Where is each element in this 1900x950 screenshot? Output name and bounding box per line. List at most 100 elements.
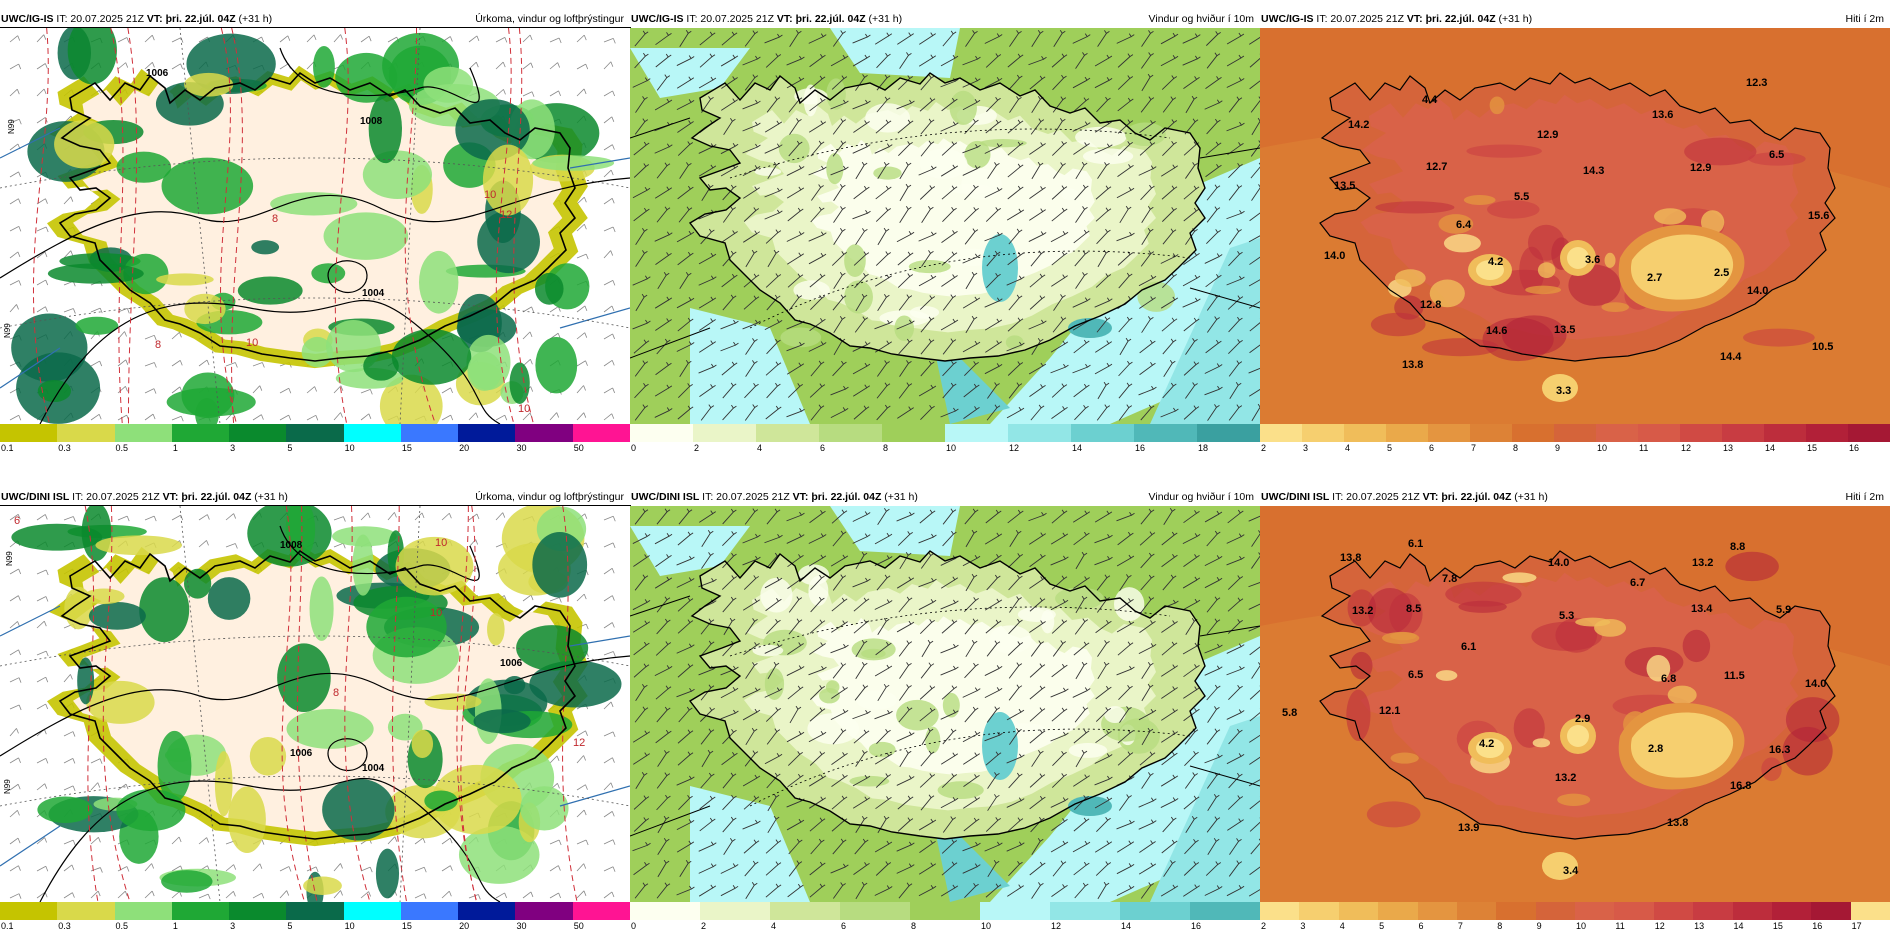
temperature-contour-label: 8 [333,687,339,699]
colorbar-swatch [114,424,172,442]
temperature-label: 4.2 [1479,738,1494,750]
temperature-label: 14.2 [1348,119,1369,131]
temperature-label: 8.8 [1730,541,1745,553]
colorbar-swatch [630,902,700,920]
isobar-label: 1006 [290,748,313,759]
colorbar-swatch [1575,902,1615,920]
temperature-label: 12.7 [1426,161,1447,173]
colorbar-swatch [770,902,840,920]
temp-map[interactable]: 12.3 4.4 14.2 12.9 13.6 6.5 12.7 14.3 12.9 13.5 5.… [1260,28,1890,424]
temperature-label: 10.5 [1812,341,1833,353]
colorbar-swatch [1771,902,1812,920]
colorbar-swatch [458,902,516,920]
colorbar-swatch [1806,424,1848,442]
isobar-label: 1008 [360,116,383,127]
temperature-label: 13.6 [1652,109,1673,121]
colorbar-tick-label: 0.5 [115,921,129,931]
colorbar-swatch [1596,424,1638,442]
wind-colorbar [630,424,1260,442]
temperature-contour-label: 12 [500,209,512,221]
precip-colorbar [0,902,630,920]
colorbar-swatch [1386,424,1428,442]
colorbar-swatch [57,902,115,920]
colorbar-swatch [1680,424,1722,442]
temperature-label: 3.3 [1556,385,1571,397]
isobar-label: 1004 [362,763,385,774]
precip-panel-dini: UWC/DINI ISL IT: 20.07.2025 21Z VT: þri.… [0,488,631,944]
colorbar-tick-label: 0.3 [58,443,71,453]
colorbar-swatch [1653,902,1694,920]
temperature-label: 6.5 [1769,149,1784,161]
colorbar-tick-label: 8 [1497,921,1503,931]
temperature-label: 14.4 [1720,351,1742,363]
colorbar-tick-label: 5 [287,443,293,453]
colorbar-swatch [171,424,230,442]
temperature-label: 8.5 [1406,603,1421,615]
colorbar-tick-label: 15 [1772,921,1783,931]
temp-map[interactable]: 13.8 6.1 8.8 13.2 14.0 7.8 6.7 13.2 8.5 5.3 13.4 5.… [1260,506,1890,902]
colorbar-swatch [572,902,630,920]
colorbar-swatch [343,902,401,920]
colorbar-swatch [229,424,287,442]
colorbar-tick-label: 7 [1457,921,1463,931]
temperature-contour-label: 10 [484,189,496,201]
grid-label: N99 [5,551,14,566]
precip-map[interactable]: 1004 1008 1006 1006 8 10 10 12 6 N99 N99 [0,505,631,903]
colorbar-swatch [1008,424,1071,442]
colorbar-tick-label: 5 [1387,443,1393,453]
temp-colorbar [1260,902,1890,920]
colorbar-swatch [693,424,756,442]
colorbar-ticks: 2 3 4 5 6 7 8 9 10 11 12 13 14 15 16 17 [1260,921,1890,935]
temperature-label: 12.9 [1537,129,1558,141]
temperature-label: 5.9 [1776,604,1791,616]
colorbar-swatch [882,424,945,442]
wind-panel-dini: UWC/DINI ISL IT: 20.07.2025 21Z VT: þri.… [630,488,1260,944]
temperature-label: 7.8 [1442,573,1457,585]
map-canvas: 1004 1008 1006 8 8 10 10 10 12 N99 N99 [0,28,630,424]
colorbar-swatch [1260,902,1300,920]
colorbar-swatch [1260,424,1302,442]
temperature-contour-label: 10 [430,607,442,619]
grid-label: N99 [7,119,16,134]
temperature-label: 14.3 [1583,165,1604,177]
temperature-label: 13.8 [1402,359,1423,371]
colorbar-swatch [1848,424,1890,442]
colorbar-tick-label: 17 [1851,921,1862,931]
colorbar-tick-label: 10 [1576,921,1587,931]
temperature-label: 13.2 [1692,557,1713,569]
colorbar-tick-label: 14 [1072,443,1083,453]
grid-label: N99 [3,323,12,338]
colorbar-tick-label: 0.3 [58,921,71,931]
temperature-label: 16.3 [1769,744,1790,756]
colorbar-tick-label: 11 [1615,921,1625,931]
colorbar-swatch [1614,902,1654,920]
colorbar-swatch [1722,424,1764,442]
wind-map[interactable] [630,506,1260,902]
colorbar-swatch [1428,424,1470,442]
temperature-contour-label: 8 [272,213,278,225]
temperature-label: 6.8 [1661,673,1676,685]
colorbar-tick-label: 3 [1300,921,1306,931]
temperature-contour-label: 6 [14,515,20,527]
colorbar-tick-label: 6 [820,443,826,453]
temperature-label: 13.5 [1554,324,1575,336]
temperature-label: 6.7 [1630,577,1645,589]
panel-title: Vindur og hviður í 10m [1148,491,1254,503]
colorbar-swatch [1470,424,1512,442]
colorbar-tick-label: 16 [1849,443,1860,453]
colorbar-swatch [1338,902,1379,920]
colorbar-tick-label: 20 [459,443,470,453]
colorbar-swatch [57,424,115,442]
colorbar-tick-label: 3 [230,443,236,453]
map-canvas [630,28,1260,424]
colorbar-swatch [400,424,459,442]
colorbar-swatch [819,424,882,442]
temperature-label: 16.8 [1730,780,1751,792]
colorbar-tick-label: 14 [1121,921,1132,931]
precip-map[interactable]: 1004 1008 1006 8 8 10 10 10 12 N99 N99 [0,27,631,425]
colorbar-swatch [910,902,980,920]
temperature-label: 13.4 [1691,603,1713,615]
temperature-label: 6.1 [1461,641,1476,653]
wind-map[interactable] [630,28,1260,424]
temperature-contour-label: 10 [518,403,530,415]
